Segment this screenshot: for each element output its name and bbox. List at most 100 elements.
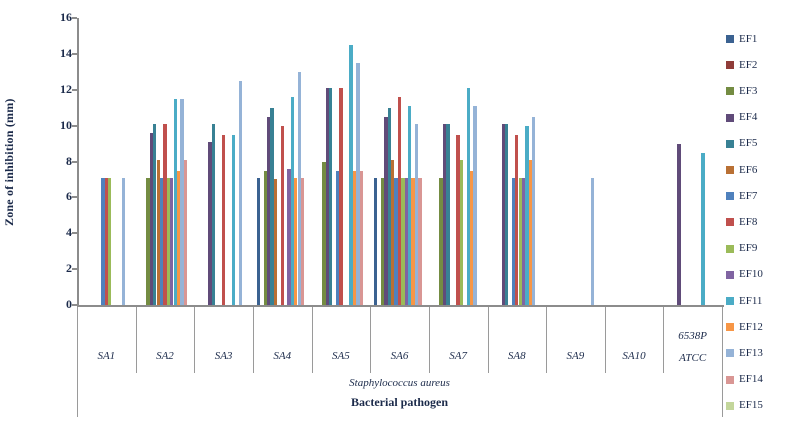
bar-EF8-SA4 [280,125,284,305]
legend-label-EF6: EF6 [739,163,758,176]
bar-EF9-SA7 [459,159,464,305]
legend-label-EF9: EF9 [739,242,758,255]
legend-label-EF2: EF2 [739,58,758,71]
bar-EF11-SA5 [349,44,353,305]
legend-item-EF1: EF1 [726,32,757,46]
y-tick-label-4: 4 [66,225,72,240]
category-separator [311,307,313,373]
y-tick-mark-6 [72,196,77,199]
legend-swatch-icon-EF5 [726,139,734,148]
legend-swatch-icon-EF10 [726,270,734,279]
category-label-SA10: SA10 [622,350,646,362]
y-tick-label-16: 16 [60,10,72,24]
y-axis-title: Zone of inhibition (mm) [2,98,16,227]
bar-EF14-SA5 [359,170,363,305]
bar-EF1-SA4 [256,177,261,305]
bar-EF12-SA8 [528,159,533,305]
category-label-SA9: SA9 [566,350,585,362]
bar-EF11-SA3 [232,134,236,305]
bar-EF4-SA6 [384,116,388,305]
bar-EF4-ATCC-6538P [677,143,681,305]
bar-EF9-SA1 [108,177,112,305]
category-separator [370,307,372,373]
y-tick-mark-12 [72,88,77,91]
y-tick-label-6: 6 [66,189,72,204]
category-label-SA5: SA5 [331,350,350,362]
category-separator [546,307,548,373]
bar-EF3-SA5 [322,161,326,305]
y-tick-label-10: 10 [60,117,72,132]
legend-swatch-icon-EF6 [726,166,734,174]
category-label-SA2: SA2 [156,350,174,362]
bar-EF8-SA2 [163,123,167,305]
legend-label-EF10: EF10 [739,268,763,281]
legend-item-EF6: EF6 [726,163,757,177]
legend-swatch-icon-EF1 [726,35,734,43]
legend-item-EF10: EF10 [726,268,763,282]
bar-EF6-SA2 [156,159,160,305]
legend-swatch-icon-EF13 [726,349,734,358]
category-separator [604,307,606,373]
legend-item-EF4: EF4 [726,111,757,125]
x-axis-title: Bacterial pathogen [351,395,448,409]
legend-swatch-icon-EF11 [726,297,734,305]
legend-swatch-icon-EF7 [726,192,734,201]
legend-item-EF12: EF12 [726,320,763,334]
category-label-SA8: SA8 [507,350,526,362]
category-label-SA3: SA3 [214,350,233,362]
axis-bracket-line [77,307,78,417]
bar-EF4-SA4 [266,116,271,305]
bar-EF12-SA5 [352,170,357,305]
bar-EF13-SA2 [180,98,184,305]
category-label-SA7: SA7 [449,350,467,362]
bar-EF7-SA2 [159,177,164,305]
bar-EF10-SA8 [521,177,526,305]
bar-EF3-SA7 [439,177,443,305]
bar-EF9-SA6 [401,177,405,305]
bar-EF8-SA5 [339,88,343,305]
legend-label-EF14: EF14 [739,373,763,386]
category-label-SA4: SA4 [273,350,292,362]
bar-EF5-SA6 [387,107,391,305]
bar-EF12-SA4 [294,177,298,305]
y-tick-mark-8 [72,160,77,163]
bar-EF13-SA3 [238,80,243,305]
bar-EF4-SA5 [325,88,329,305]
legend-item-EF7: EF7 [726,189,757,203]
legend-swatch-icon-EF12 [726,323,734,332]
bar-EF13-SA5 [356,62,360,305]
y-tick-mark-10 [72,124,77,127]
bar-EF13-SA1 [121,177,125,305]
legend-item-EF13: EF13 [726,346,763,360]
legend-label-EF8: EF8 [739,215,758,228]
category-label-ATCC: 6538P [678,330,708,342]
legend-item-EF14: EF14 [726,373,763,387]
legend-swatch-icon-EF8 [726,218,734,227]
legend-swatch-icon-EF4 [726,113,734,122]
legend-label-EF1: EF1 [739,32,758,45]
bar-EF7-SA8 [511,177,516,305]
y-tick-mark-14 [72,52,77,55]
y-tick-mark-0 [72,304,77,306]
bar-EF13-SA4 [297,71,301,305]
bar-EF6-SA6 [391,159,395,305]
bar-EF4-SA2 [149,132,154,305]
bar-EF8-SA1 [104,177,108,305]
bar-EF8-SA8 [515,134,519,305]
category-label-ATCC-line2: ATCC [679,352,707,364]
category-separator [194,307,196,373]
y-tick-label-8: 8 [66,153,72,168]
bar-EF12-SA6 [411,177,415,305]
legend-label-EF4: EF4 [739,111,758,124]
bar-EF11-SA6 [408,105,412,305]
legend-item-EF9: EF9 [726,242,757,256]
legend-item-EF2: EF2 [726,58,757,72]
legend-swatch-icon-EF2 [726,61,734,70]
category-separator [252,307,254,373]
bar-EF4-SA3 [208,141,212,305]
bar-EF5-SA3 [211,123,216,305]
legend-item-EF3: EF3 [726,84,757,98]
axis-bracket-line [722,307,723,417]
y-tick-mark-4 [72,232,77,235]
